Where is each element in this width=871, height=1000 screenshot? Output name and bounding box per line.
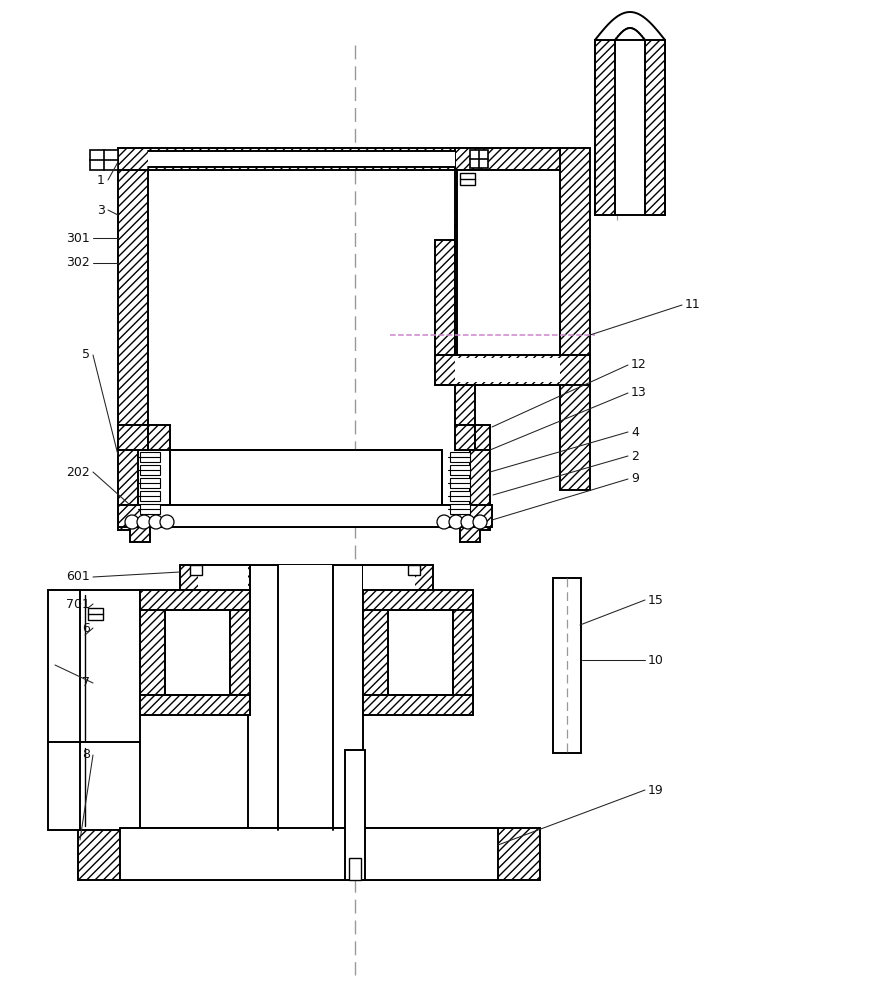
Bar xyxy=(363,565,433,590)
Text: 301: 301 xyxy=(66,232,90,244)
Bar xyxy=(140,504,160,514)
Text: 13: 13 xyxy=(631,386,647,399)
Bar xyxy=(470,450,490,530)
Circle shape xyxy=(473,515,487,529)
Text: 7: 7 xyxy=(82,676,90,690)
Bar xyxy=(363,695,473,715)
Bar xyxy=(450,478,470,488)
Bar xyxy=(475,425,490,450)
Bar xyxy=(457,170,560,225)
Bar xyxy=(595,40,615,215)
Bar xyxy=(170,450,442,505)
Bar xyxy=(615,40,645,215)
Bar xyxy=(450,491,470,501)
Bar xyxy=(180,565,250,590)
Bar xyxy=(190,565,202,575)
Bar xyxy=(248,565,363,830)
Bar xyxy=(388,610,453,695)
Text: 302: 302 xyxy=(66,256,90,269)
Bar xyxy=(363,565,415,590)
Bar xyxy=(560,148,590,490)
Bar xyxy=(88,608,103,620)
Text: 11: 11 xyxy=(685,298,701,312)
Bar xyxy=(345,750,365,880)
Bar xyxy=(78,742,140,830)
Text: 601: 601 xyxy=(66,570,90,584)
Bar xyxy=(349,858,361,880)
Circle shape xyxy=(149,515,163,529)
Circle shape xyxy=(461,515,475,529)
Text: 4: 4 xyxy=(631,426,638,438)
Bar xyxy=(118,450,138,530)
Circle shape xyxy=(437,515,451,529)
Bar xyxy=(140,465,160,475)
Bar xyxy=(450,465,470,475)
Bar xyxy=(118,148,488,170)
Bar xyxy=(48,742,80,830)
Bar xyxy=(435,240,455,355)
Text: 2: 2 xyxy=(631,450,638,462)
Bar xyxy=(140,695,250,715)
Text: 10: 10 xyxy=(648,654,664,666)
Bar xyxy=(408,565,420,575)
Text: 202: 202 xyxy=(66,466,90,479)
Text: 9: 9 xyxy=(631,473,638,486)
Bar xyxy=(48,590,80,745)
Bar xyxy=(165,610,230,695)
Circle shape xyxy=(137,515,151,529)
Text: 12: 12 xyxy=(631,359,647,371)
Bar xyxy=(460,173,475,185)
Bar xyxy=(130,527,150,542)
Bar xyxy=(455,358,560,382)
Bar xyxy=(553,578,581,753)
Bar xyxy=(118,425,148,450)
Bar xyxy=(140,491,160,501)
Bar xyxy=(455,225,475,240)
Bar xyxy=(140,478,160,488)
Bar xyxy=(118,505,492,527)
Bar xyxy=(460,527,480,542)
Bar xyxy=(363,590,473,715)
Text: 701: 701 xyxy=(66,597,90,610)
Bar xyxy=(363,590,473,610)
Polygon shape xyxy=(595,12,665,40)
Bar xyxy=(455,225,475,355)
Bar xyxy=(140,590,250,715)
Text: 15: 15 xyxy=(648,593,664,606)
Text: 3: 3 xyxy=(98,204,105,217)
Bar xyxy=(148,505,460,527)
Bar xyxy=(455,170,475,425)
Text: 1: 1 xyxy=(98,174,105,186)
Circle shape xyxy=(449,515,463,529)
Bar xyxy=(140,452,160,462)
Bar xyxy=(85,595,135,740)
Bar xyxy=(455,148,560,170)
Bar xyxy=(148,425,170,450)
Bar xyxy=(470,150,488,168)
Circle shape xyxy=(125,515,139,529)
Bar xyxy=(435,355,590,385)
Bar xyxy=(90,150,118,170)
Bar xyxy=(457,170,560,355)
Text: 19: 19 xyxy=(648,784,664,796)
Bar xyxy=(198,565,248,590)
Bar xyxy=(118,170,148,450)
Bar xyxy=(85,748,135,826)
Bar xyxy=(140,590,250,610)
Bar xyxy=(78,590,140,745)
Circle shape xyxy=(160,515,174,529)
Bar xyxy=(455,425,475,450)
Bar xyxy=(645,40,665,215)
Bar xyxy=(120,828,498,880)
Bar xyxy=(278,565,333,830)
Text: 6: 6 xyxy=(82,621,90,635)
Text: 8: 8 xyxy=(82,748,90,762)
Text: 5: 5 xyxy=(82,349,90,361)
Bar xyxy=(148,151,455,167)
Bar xyxy=(450,504,470,514)
Bar xyxy=(78,828,540,880)
Bar xyxy=(450,452,470,462)
